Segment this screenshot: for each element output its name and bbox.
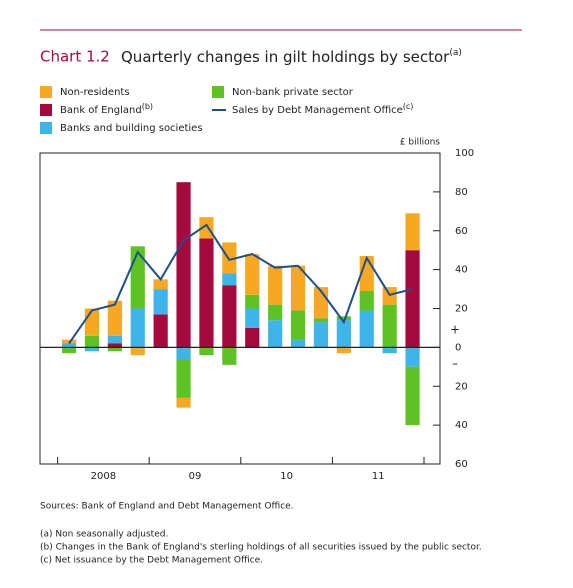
bar-segment xyxy=(382,304,397,348)
bar-segment xyxy=(130,246,145,309)
plus-sign: + xyxy=(450,323,460,337)
bar-segment xyxy=(222,242,237,274)
bar-segment xyxy=(290,310,306,340)
sources: Sources: Bank of England and Debt Manage… xyxy=(40,502,294,512)
legend-swatch xyxy=(212,86,224,98)
bar-segment xyxy=(199,347,214,356)
bar-segment xyxy=(290,265,306,311)
bar-segment xyxy=(176,347,191,360)
bar-segment xyxy=(405,347,420,367)
legend-label: Banks and building societies xyxy=(60,123,203,134)
y-tick-label: 40 xyxy=(455,265,468,276)
legend-label: Sales by Debt Management Office(c) xyxy=(232,102,413,117)
legend-swatch xyxy=(40,122,52,134)
legend-label: Bank of England(b) xyxy=(60,102,153,117)
bar-segment xyxy=(245,327,260,348)
bar-segment xyxy=(405,213,420,251)
bar-segment xyxy=(107,347,122,352)
minus-sign: – xyxy=(452,357,458,371)
bar-segment xyxy=(336,320,351,348)
bar-segment xyxy=(359,310,374,348)
bar-segment xyxy=(359,291,374,311)
bar-segment xyxy=(153,289,168,315)
bar-segment xyxy=(268,265,283,305)
bar-segment xyxy=(84,335,100,348)
legend-name: Bank of England xyxy=(60,105,142,116)
bar-segment xyxy=(313,318,329,323)
footnote: (c) Net issuance by the Debt Management … xyxy=(40,556,263,566)
bar-segment xyxy=(268,304,283,321)
legend-note: (b) xyxy=(142,102,153,111)
bar-segment xyxy=(336,316,351,321)
bar-segment xyxy=(336,347,351,354)
footnote: (a) Non seasonally adjusted. xyxy=(40,530,168,540)
bar-segment xyxy=(84,308,100,336)
bar-segment xyxy=(61,347,77,354)
x-tick-label: 11 xyxy=(372,471,385,482)
chart-number: Chart 1.2 xyxy=(40,48,110,66)
bar-segment xyxy=(107,343,122,348)
bar-segment xyxy=(222,285,237,348)
bar-segment xyxy=(107,335,122,344)
legend-name: Sales by Debt Management Office xyxy=(232,105,403,116)
bar-segment xyxy=(61,339,77,344)
legend-name: Non-residents xyxy=(60,87,130,98)
bar-segment xyxy=(130,308,145,348)
bar-segment xyxy=(199,238,214,348)
y-tick-label: 80 xyxy=(455,187,468,198)
legend-name: Non-bank private sector xyxy=(232,87,354,98)
footnote: (b) Changes in the Bank of England's ste… xyxy=(40,543,482,553)
y-tick-label: 100 xyxy=(455,148,474,159)
y-tick-label: 40 xyxy=(455,420,468,431)
bar-segment xyxy=(313,322,329,348)
x-tick-label: 09 xyxy=(189,471,202,482)
legend-note: (c) xyxy=(403,102,414,111)
bar-segment xyxy=(199,217,214,239)
y-tick-label: 20 xyxy=(455,381,468,392)
bar-segment xyxy=(84,347,100,352)
bar-segment xyxy=(245,308,260,328)
bar-segment xyxy=(245,254,260,295)
legend-label: Non-residents xyxy=(60,87,130,98)
legend-label: Non-bank private sector xyxy=(232,87,354,98)
legend-swatch xyxy=(40,104,52,116)
bar-segment xyxy=(382,347,397,354)
bar-segment xyxy=(245,294,260,309)
bar-segment xyxy=(405,250,420,348)
bar-segment xyxy=(222,273,237,286)
bar-segment xyxy=(153,279,168,290)
bar-segment xyxy=(222,347,237,365)
bar-segment xyxy=(268,320,283,348)
bar-segment xyxy=(176,182,191,348)
y-tick-label: 60 xyxy=(455,226,468,237)
bar-segment xyxy=(107,300,122,336)
bar-segment xyxy=(405,366,420,426)
legend-name: Banks and building societies xyxy=(60,123,203,134)
bar-segment xyxy=(176,397,191,408)
title-text: Quarterly changes in gilt holdings by se… xyxy=(121,48,450,66)
line-series xyxy=(68,223,413,345)
bar-segment xyxy=(290,339,306,348)
bar-segment xyxy=(176,359,191,398)
x-tick-label: 2008 xyxy=(91,471,116,482)
legend-swatch xyxy=(40,86,52,98)
bar-segment xyxy=(130,347,145,356)
bar-segment xyxy=(153,314,168,348)
x-tick-label: 10 xyxy=(280,471,293,482)
title-note: (a) xyxy=(449,48,462,58)
y-unit-label: £ billions xyxy=(400,138,441,148)
y-tick-label: 0 xyxy=(455,342,461,353)
y-tick-label: 20 xyxy=(455,304,468,315)
chart-title: Quarterly changes in gilt holdings by se… xyxy=(121,48,462,66)
y-tick-label: 60 xyxy=(455,459,468,470)
bar-segment xyxy=(61,343,77,348)
